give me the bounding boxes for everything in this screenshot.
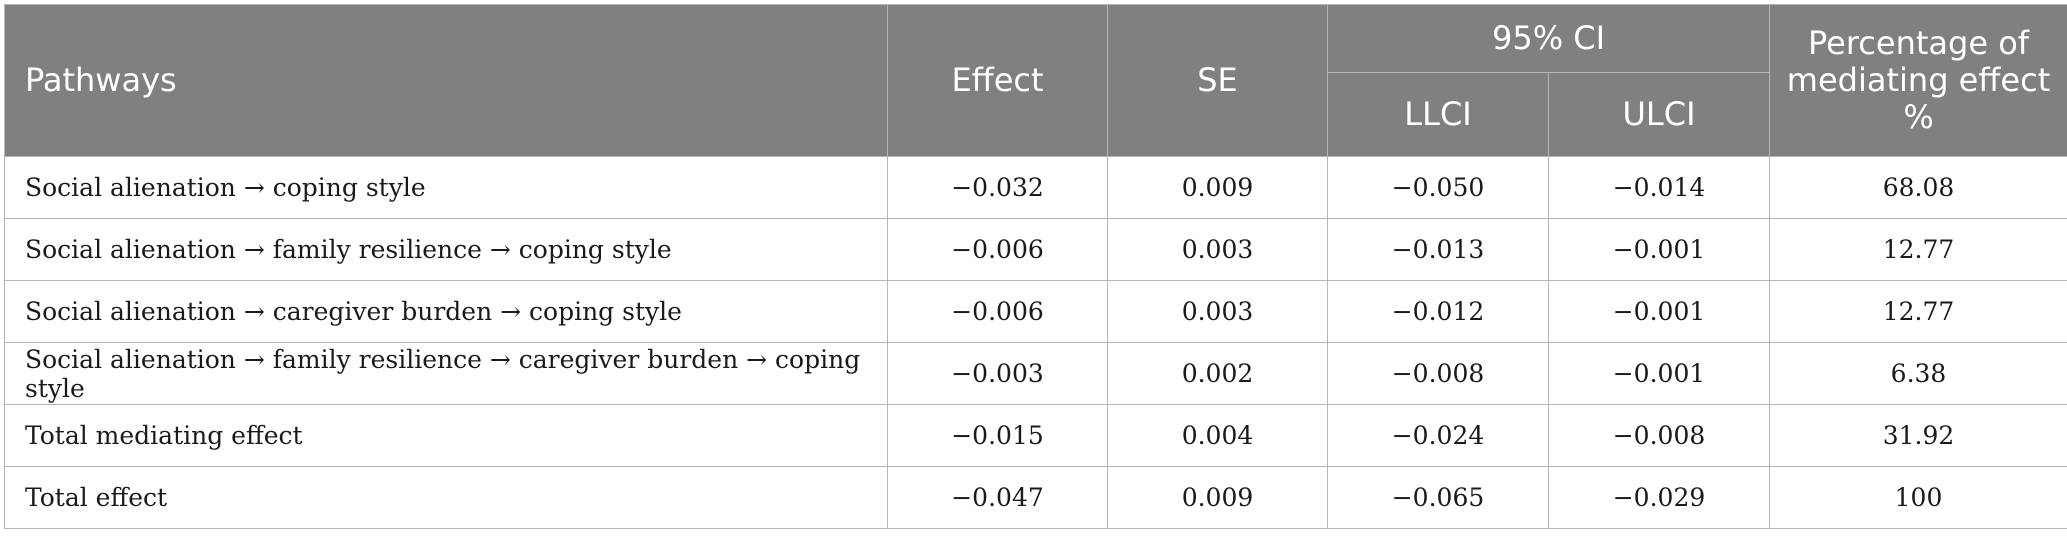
cell-ulci: −0.001 <box>1547 342 1771 405</box>
table-row: Total mediating effect −0.015 0.004 −0.0… <box>4 404 2067 467</box>
cell-percentage: 12.77 <box>1769 280 2067 343</box>
cell-pathway: Social alienation → coping style <box>4 156 888 219</box>
cell-llci: −0.065 <box>1327 466 1549 529</box>
cell-effect: −0.006 <box>887 280 1108 343</box>
cell-llci: −0.013 <box>1327 218 1549 281</box>
header-percentage: Percentage of mediating effect % <box>1769 4 2067 157</box>
table-row: Social alienation → coping style −0.032 … <box>4 156 2067 219</box>
cell-percentage: 100 <box>1769 466 2067 529</box>
mediation-effects-table: Pathways Effect SE 95% CI Percentage of … <box>4 4 2067 529</box>
cell-ulci: −0.001 <box>1547 280 1771 343</box>
cell-se: 0.003 <box>1107 218 1328 281</box>
cell-effect: −0.032 <box>887 156 1108 219</box>
cell-se: 0.009 <box>1107 156 1328 219</box>
cell-pathway: Total effect <box>4 466 888 529</box>
cell-effect: −0.003 <box>887 342 1108 405</box>
cell-se: 0.004 <box>1107 404 1328 467</box>
cell-pathway: Social alienation → family resilience → … <box>4 218 888 281</box>
cell-llci: −0.024 <box>1327 404 1549 467</box>
cell-percentage: 12.77 <box>1769 218 2067 281</box>
header-llci: LLCI <box>1327 72 1549 157</box>
cell-pathway: Total mediating effect <box>4 404 888 467</box>
cell-se: 0.003 <box>1107 280 1328 343</box>
cell-effect: −0.015 <box>887 404 1108 467</box>
cell-effect: −0.047 <box>887 466 1108 529</box>
header-ulci: ULCI <box>1547 72 1771 157</box>
header-ci: 95% CI <box>1326 4 1771 73</box>
cell-ulci: −0.008 <box>1547 404 1771 467</box>
cell-se: 0.002 <box>1107 342 1328 405</box>
table-header: Pathways Effect SE 95% CI Percentage of … <box>4 4 2067 157</box>
cell-llci: −0.008 <box>1327 342 1549 405</box>
header-effect: Effect <box>887 4 1108 157</box>
table-row: Social alienation → family resilience → … <box>4 342 2067 405</box>
table-row: Social alienation → caregiver burden → c… <box>4 280 2067 343</box>
table-row: Total effect −0.047 0.009 −0.065 −0.029 … <box>4 466 2067 529</box>
cell-llci: −0.012 <box>1327 280 1549 343</box>
cell-se: 0.009 <box>1107 466 1328 529</box>
cell-pathway: Social alienation → caregiver burden → c… <box>4 280 888 343</box>
cell-ulci: −0.014 <box>1547 156 1771 219</box>
cell-llci: −0.050 <box>1327 156 1549 219</box>
table-row: Social alienation → family resilience → … <box>4 218 2067 281</box>
table-body: Social alienation → coping style −0.032 … <box>4 156 2067 529</box>
cell-ulci: −0.001 <box>1547 218 1771 281</box>
cell-percentage: 6.38 <box>1769 342 2067 405</box>
cell-pathway: Social alienation → family resilience → … <box>4 342 888 405</box>
header-se: SE <box>1107 4 1328 157</box>
cell-percentage: 68.08 <box>1769 156 2067 219</box>
cell-effect: −0.006 <box>887 218 1108 281</box>
cell-ulci: −0.029 <box>1547 466 1771 529</box>
cell-percentage: 31.92 <box>1769 404 2067 467</box>
table-container: Pathways Effect SE 95% CI Percentage of … <box>4 4 2067 529</box>
header-pathways: Pathways <box>4 4 888 157</box>
